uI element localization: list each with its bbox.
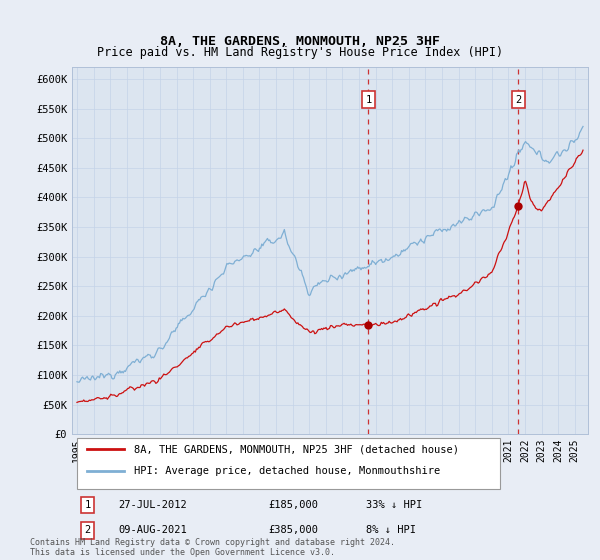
Text: 1: 1 — [365, 95, 371, 105]
Text: 09-AUG-2021: 09-AUG-2021 — [118, 525, 187, 535]
Text: Contains HM Land Registry data © Crown copyright and database right 2024.
This d: Contains HM Land Registry data © Crown c… — [30, 538, 395, 557]
Text: £385,000: £385,000 — [268, 525, 318, 535]
Text: 2: 2 — [515, 95, 521, 105]
FancyBboxPatch shape — [77, 437, 500, 489]
Text: 8A, THE GARDENS, MONMOUTH, NP25 3HF (detached house): 8A, THE GARDENS, MONMOUTH, NP25 3HF (det… — [134, 444, 459, 454]
Text: 1: 1 — [85, 500, 91, 510]
Text: £185,000: £185,000 — [268, 500, 318, 510]
Text: 33% ↓ HPI: 33% ↓ HPI — [366, 500, 422, 510]
Text: HPI: Average price, detached house, Monmouthshire: HPI: Average price, detached house, Monm… — [134, 466, 440, 476]
Text: 2: 2 — [85, 525, 91, 535]
Text: 27-JUL-2012: 27-JUL-2012 — [118, 500, 187, 510]
Text: 8A, THE GARDENS, MONMOUTH, NP25 3HF: 8A, THE GARDENS, MONMOUTH, NP25 3HF — [160, 35, 440, 48]
Text: 8% ↓ HPI: 8% ↓ HPI — [366, 525, 416, 535]
Text: Price paid vs. HM Land Registry's House Price Index (HPI): Price paid vs. HM Land Registry's House … — [97, 46, 503, 59]
